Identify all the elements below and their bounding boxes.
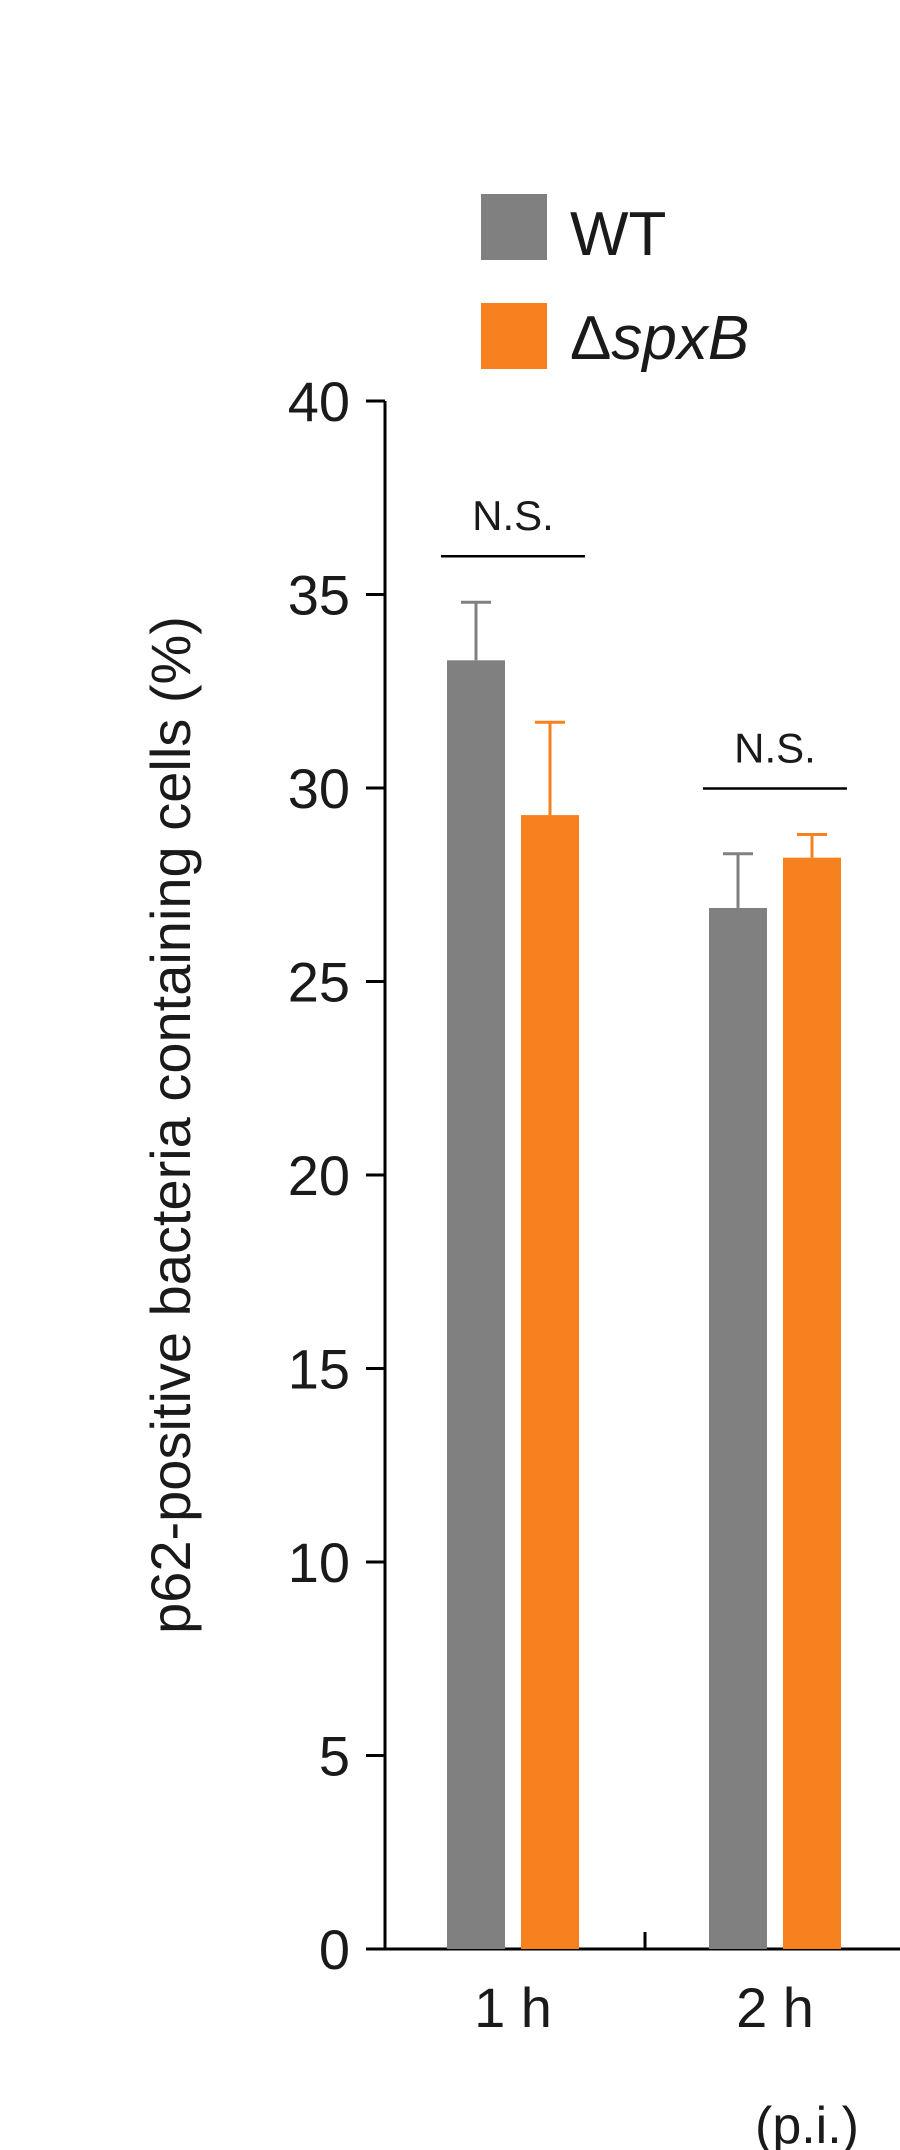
- y-axis-title: p62-positive bacteria containing cells (…: [139, 616, 202, 1634]
- bar-spxb: [521, 815, 579, 1949]
- significance-label: N.S.: [734, 724, 816, 771]
- category-labels: 1 h 2 h: [474, 1976, 814, 2039]
- significance-label: N.S.: [472, 492, 554, 539]
- y-tick-label: 30: [288, 757, 350, 820]
- legend-label-spxb-delta: Δ: [570, 304, 611, 373]
- y-tick-label: 35: [288, 564, 350, 627]
- y-tick-label: 15: [288, 1338, 350, 1401]
- legend-swatch-wt: [481, 194, 547, 260]
- legend-label-spxb-text: ΔspxB: [570, 304, 749, 373]
- y-tick-label: 0: [319, 1918, 350, 1981]
- legend-swatch-spxb: [481, 303, 547, 369]
- bar-wt: [709, 907, 767, 1949]
- legend-label-spxb-gene: spxB: [611, 304, 749, 373]
- bar-spxb: [783, 857, 841, 1950]
- y-tick-label: 5: [319, 1725, 350, 1788]
- x-category-label: 1 h: [474, 1976, 552, 2039]
- legend: WT ΔspxB: [481, 194, 749, 373]
- bar-wt: [447, 660, 505, 1949]
- y-tick-label: 10: [288, 1531, 350, 1594]
- legend-label-spxb: ΔspxB: [570, 304, 749, 373]
- legend-label-wt: WT: [570, 200, 666, 269]
- bars: N.S. N.S.: [441, 492, 847, 1950]
- y-ticks: 0 5 10 15 20 25 30 35 40: [288, 370, 385, 1981]
- x-axis-unit-note: (p.i.): [755, 2097, 859, 2150]
- x-category-label: 2 h: [736, 1976, 814, 2039]
- y-tick-label: 25: [288, 951, 350, 1014]
- y-tick-label: 20: [288, 1144, 350, 1207]
- y-tick-label: 40: [288, 370, 350, 433]
